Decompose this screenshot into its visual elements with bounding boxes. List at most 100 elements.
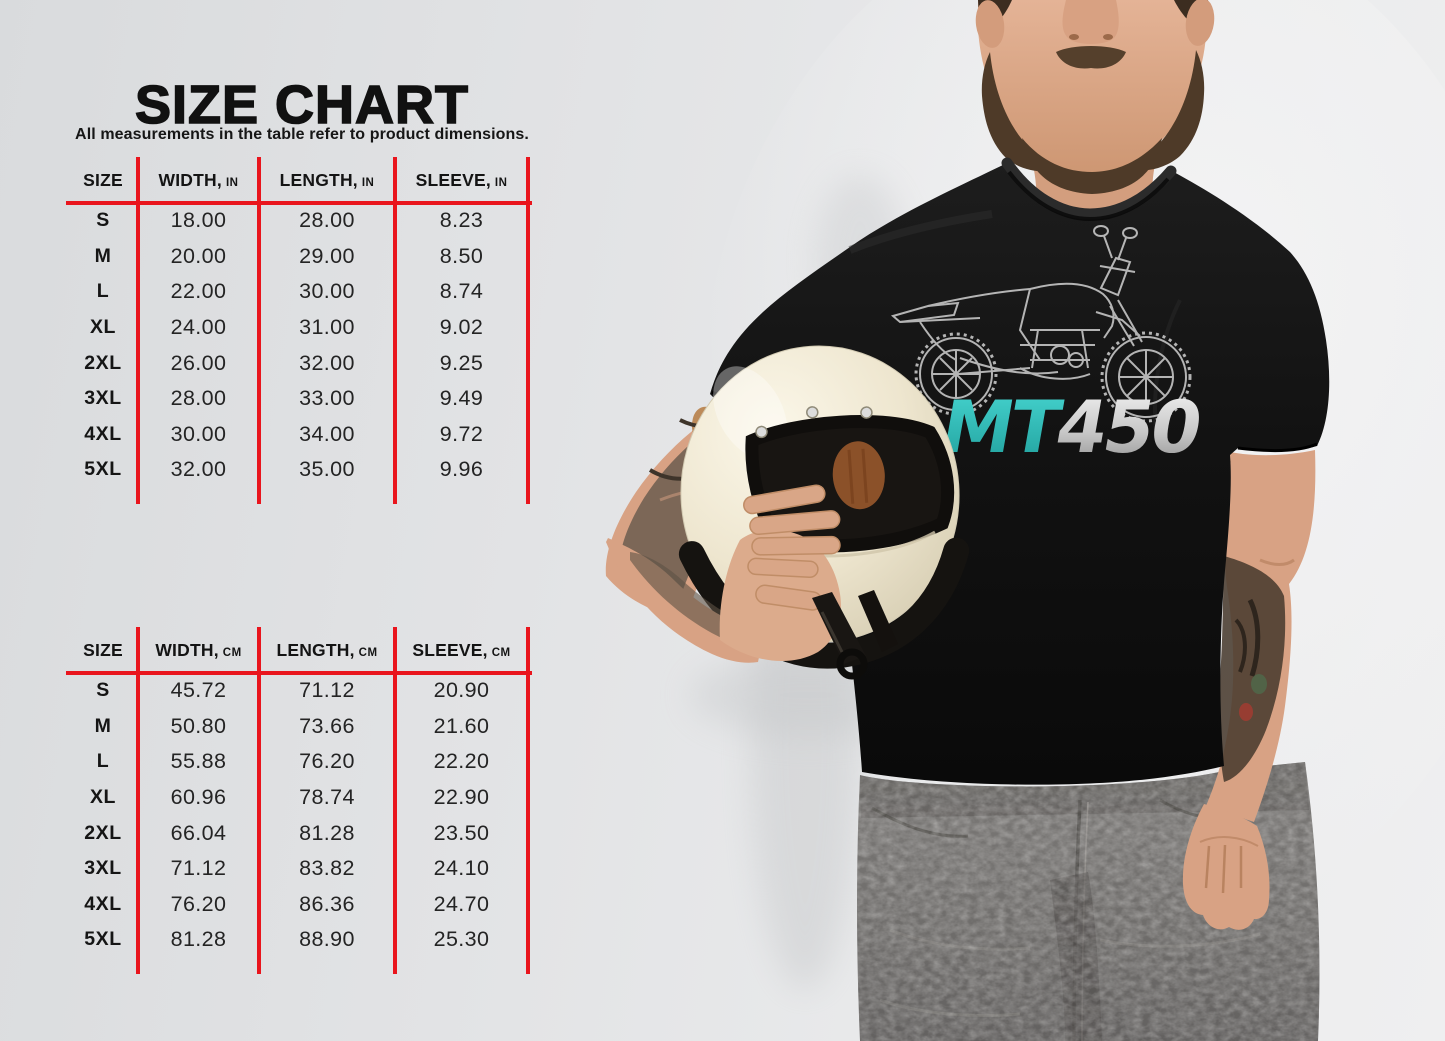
table-row: 2XL 66.04 81.28 23.50: [68, 815, 528, 851]
helmet-padding: [832, 441, 885, 510]
svg-text:MT450: MT450: [935, 387, 1206, 470]
size-chart-panel: SIZE CHART All measurements in the table…: [0, 0, 600, 1041]
column-divider: [257, 157, 261, 504]
collar: [1001, 157, 1177, 220]
right-hand: [1182, 804, 1270, 930]
size-cell: 2XL: [84, 821, 122, 844]
helmet-rivets: [755, 406, 873, 439]
sleeve-cell: 8.23: [439, 208, 484, 233]
length-cell: 81.28: [299, 820, 355, 845]
length-cell: 34.00: [299, 421, 355, 446]
length-cell: 35.00: [299, 457, 355, 482]
sleeve-cell: 9.49: [439, 386, 484, 411]
size-table-inches: SIZE WIDTH, IN LENGTH, IN SLEEVE, IN S 18.00…: [66, 157, 532, 504]
table-header-row: SIZE WIDTH, CM LENGTH, CM SLEEVE, CM: [68, 627, 528, 673]
unit-label: CM: [358, 646, 378, 659]
sleeve-cell: 24.70: [433, 891, 490, 916]
length-cell: 88.90: [299, 927, 355, 952]
unit-label: CM: [491, 646, 511, 659]
column-header-sleeve: SLEEVE, CM: [412, 639, 511, 660]
column-divider: [257, 627, 261, 974]
length-cell: 71.12: [299, 678, 355, 703]
size-cell: 2XL: [84, 351, 122, 374]
column-divider: [526, 157, 530, 504]
width-cell: 28.00: [170, 386, 227, 411]
length-cell: 29.00: [299, 243, 355, 268]
length-cell: 73.66: [299, 713, 355, 738]
header-divider: [66, 671, 532, 675]
column-divider: [393, 157, 397, 504]
table-row: 5XL 81.28 88.90 25.30: [68, 922, 528, 958]
ear: [975, 0, 1005, 48]
length-cell: 31.00: [299, 315, 355, 340]
size-cell: 4XL: [84, 422, 122, 445]
column-divider: [393, 627, 397, 974]
width-cell: 20.00: [170, 243, 227, 268]
page-title: SIZE CHART: [134, 74, 469, 136]
sleeve-cell: 22.90: [433, 785, 490, 810]
size-cell: 4XL: [84, 892, 122, 915]
unit-label: IN: [225, 176, 239, 189]
length-cell: 30.00: [299, 279, 355, 304]
sleeve-cell: 21.60: [433, 713, 490, 738]
table-row: 5XL 32.00 35.00 9.96: [68, 452, 528, 488]
unit-label: IN: [494, 176, 508, 189]
table-row: 2XL 26.00 32.00 9.25: [68, 345, 528, 381]
left-forearm-hand: [606, 484, 842, 663]
motorcycle-line-art: [890, 225, 1192, 423]
width-cell: 26.00: [170, 350, 227, 375]
table-header-row: SIZE WIDTH, IN LENGTH, IN SLEEVE, IN: [68, 157, 528, 203]
sleeve-cell: 22.20: [433, 749, 490, 774]
nose: [1062, 0, 1119, 44]
column-header-width: WIDTH, IN: [158, 169, 239, 190]
sleeve-cell: 8.74: [439, 279, 484, 304]
size-cell: S: [96, 209, 110, 232]
unit-label: CM: [222, 646, 242, 659]
size-table-centimeters: SIZE WIDTH, CM LENGTH, CM SLEEVE, CM S 45.72…: [66, 627, 532, 974]
ear: [1185, 0, 1215, 46]
length-cell: 83.82: [299, 856, 355, 881]
sleeve-cell: 9.96: [439, 457, 484, 482]
sleeve-cell: 23.50: [433, 820, 490, 845]
sleeve-cell: 24.10: [433, 856, 490, 881]
column-header-sleeve: SLEEVE, IN: [415, 169, 508, 190]
length-cell: 33.00: [299, 386, 355, 411]
logo-mt: MT: [935, 387, 1068, 470]
length-cell: 78.74: [299, 785, 355, 810]
width-cell: 71.12: [170, 856, 227, 881]
width-cell: 32.00: [170, 457, 227, 482]
table-row: S 45.72 71.12 20.90: [68, 673, 528, 709]
size-cell: L: [96, 280, 110, 303]
size-cell: XL: [89, 316, 117, 339]
column-divider: [136, 627, 140, 974]
size-cell: 5XL: [84, 458, 122, 481]
table-row: 3XL 28.00 33.00 9.49: [68, 381, 528, 417]
table-row: L 55.88 76.20 22.20: [68, 744, 528, 780]
helmet-strap: [812, 590, 898, 680]
size-cell: M: [94, 714, 112, 737]
right-arm: [1182, 441, 1316, 930]
length-cell: 28.00: [299, 208, 355, 233]
table-row: 3XL 71.12 83.82 24.10: [68, 851, 528, 887]
mustache: [1056, 46, 1126, 69]
column-divider: [136, 157, 140, 504]
column-header-size: SIZE: [83, 639, 123, 660]
table-row: 4XL 76.20 86.36 24.70: [68, 887, 528, 923]
strap-ring: [836, 648, 868, 680]
size-cell: L: [96, 750, 110, 773]
width-cell: 66.04: [170, 820, 227, 845]
sleeve-hem: [1237, 442, 1318, 453]
logo-450: 450: [1050, 387, 1206, 470]
sleeve-cell: 25.30: [433, 927, 490, 952]
table-row: XL 24.00 31.00 9.02: [68, 310, 528, 346]
shoulder-highlight: [848, 210, 993, 254]
table-body: S 45.72 71.12 20.90 M 50.80 73.66 21.60 L 55.88 76…: [68, 673, 528, 958]
table-row: XL 60.96 78.74 22.90: [68, 780, 528, 816]
size-cell: 3XL: [84, 387, 122, 410]
column-header-width: WIDTH, CM: [155, 639, 242, 660]
table-row: L 22.00 30.00 8.74: [68, 274, 528, 310]
width-cell: 30.00: [170, 421, 227, 446]
unit-label: IN: [361, 176, 375, 189]
table-row: S 18.00 28.00 8.23: [68, 203, 528, 239]
length-cell: 86.36: [299, 891, 355, 916]
